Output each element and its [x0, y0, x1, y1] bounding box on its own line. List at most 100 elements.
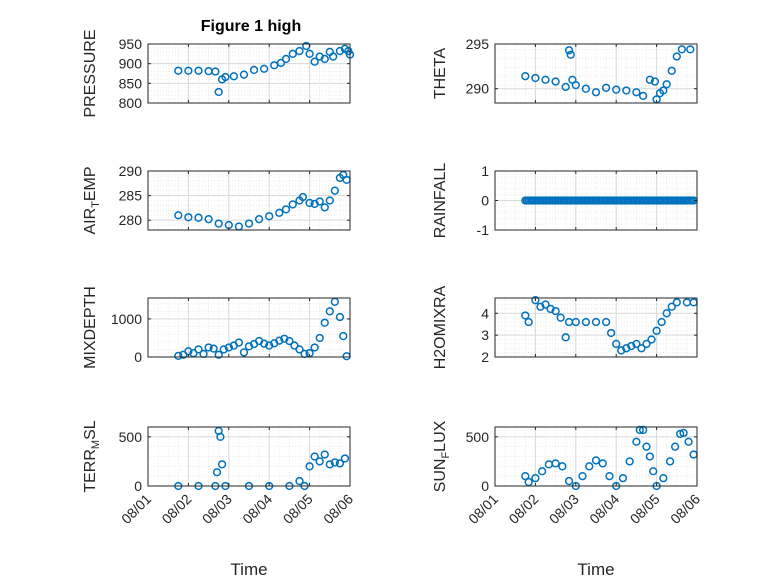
mixdepth-point [275, 336, 284, 345]
mixdepth-point [285, 336, 294, 346]
mixdepth-point [339, 331, 348, 341]
h2omixra-point [524, 317, 533, 327]
air_temp-ytick-label: 290 [119, 163, 143, 179]
terr_msl-axes-box [147, 426, 351, 487]
h2omixra-point [541, 300, 550, 309]
theta-axes-box [494, 43, 698, 104]
terr_msl-ytick-label: 500 [119, 429, 143, 445]
pressure-point [320, 54, 329, 64]
h2omixra-point [546, 304, 555, 314]
terr_msl-ylabel: TERRMSL [82, 420, 102, 492]
sun_flux-point [521, 472, 530, 481]
air_temp-ytick-label: 285 [119, 188, 143, 204]
h2omixra-point [617, 346, 626, 355]
sun_flux-xlabel: Time [577, 560, 614, 579]
air_temp-point [194, 213, 203, 222]
mixdepth-point [295, 345, 304, 354]
ylabel-subscript: M [90, 440, 102, 449]
terr_msl-point [320, 450, 329, 459]
h2omixra-point [632, 339, 641, 349]
sun_flux-point [591, 456, 601, 465]
pressure-point [184, 66, 193, 75]
sun_flux-point [537, 467, 547, 476]
sun_flux-axes-box [494, 426, 698, 487]
sun_flux-xtick-label: 08/06 [667, 491, 703, 527]
pressure-point [221, 72, 230, 82]
air_temp-point [298, 192, 308, 202]
sun_flux-point [649, 467, 658, 476]
h2omixra-point [627, 341, 636, 351]
theta-point [686, 45, 695, 54]
sun_flux-point [551, 459, 560, 468]
mixdepth-ytick-label: 1000 [111, 311, 142, 327]
h2omixra-point [657, 317, 666, 327]
air_temp-point [275, 208, 284, 217]
h2omixra-ytick-label: 3 [481, 327, 489, 343]
terr_msl-point [325, 460, 334, 469]
mixdepth-ytick-label: 0 [134, 349, 142, 365]
sun_flux-point [585, 462, 594, 471]
mixdepth-point [342, 352, 351, 361]
pressure-point [174, 66, 183, 75]
h2omixra-point [581, 317, 591, 327]
theta-point [531, 73, 540, 83]
h2omixra-point [521, 311, 530, 320]
theta-point [571, 80, 580, 90]
pressure-ytick-label: 950 [119, 36, 143, 52]
h2omixra-point [647, 335, 656, 344]
sun_flux-point [531, 473, 540, 483]
sun_flux-xtick-label: 08/02 [505, 491, 541, 527]
sun_flux-point [605, 472, 614, 481]
pressure-ytick-label: 800 [119, 95, 143, 111]
pressure-axes-box [147, 43, 351, 104]
pressure-point [329, 52, 338, 61]
theta-ylabel: THETA [432, 48, 449, 100]
air_temp-point [281, 205, 291, 214]
terr_msl-xtick-label: 08/06 [320, 491, 356, 527]
mixdepth-axes-box [147, 297, 351, 358]
terr_msl-xtick-label: 08/03 [199, 491, 235, 527]
sun_flux-point [524, 477, 533, 487]
h2omixra-point [667, 302, 676, 311]
pressure-point [288, 49, 297, 58]
mixdepth-point [204, 343, 213, 352]
pressure-ytick-label: 850 [119, 75, 143, 91]
theta-point [662, 80, 671, 89]
figure-title: Figure 1 high [201, 18, 301, 35]
mixdepth-point [239, 348, 249, 357]
theta-point [622, 86, 631, 95]
theta-point [521, 72, 530, 81]
mixdepth-point [199, 349, 208, 359]
mixdepth-point [325, 307, 334, 316]
pressure-point [281, 54, 291, 64]
mixdepth-point [194, 345, 203, 354]
sun_flux-ylabel: SUNFLUX [432, 420, 452, 492]
ylabel-rest: EMP [82, 166, 99, 201]
pressure-point [229, 72, 239, 81]
rainfall-ytick-label: -1 [477, 222, 490, 238]
terr_msl-point [212, 468, 222, 477]
theta-point [612, 85, 621, 94]
h2omixra-point [601, 317, 611, 327]
ylabel-main: AIR [82, 208, 99, 235]
mixdepth-point [260, 339, 269, 348]
air_temp-point [265, 212, 274, 221]
theta-point [601, 83, 611, 92]
sun_flux-point [642, 442, 651, 451]
sun_flux-point [544, 460, 554, 469]
terr_msl-ytick-label: 0 [134, 478, 142, 494]
h2omixra-point [637, 344, 646, 353]
theta-point [591, 88, 601, 97]
sun_flux-point [558, 462, 567, 471]
h2omixra-point [536, 302, 545, 311]
sun_flux-point [632, 437, 641, 446]
air_temp-point [305, 198, 314, 208]
sun_flux-point [564, 476, 574, 486]
air_temp-point [315, 197, 324, 206]
pressure-point [295, 46, 304, 56]
h2omixra-point [551, 306, 560, 316]
theta-point [677, 45, 686, 54]
air_temp-point [342, 175, 351, 185]
terr_msl-point [340, 454, 350, 463]
ylabel-subscript: F [440, 452, 452, 459]
